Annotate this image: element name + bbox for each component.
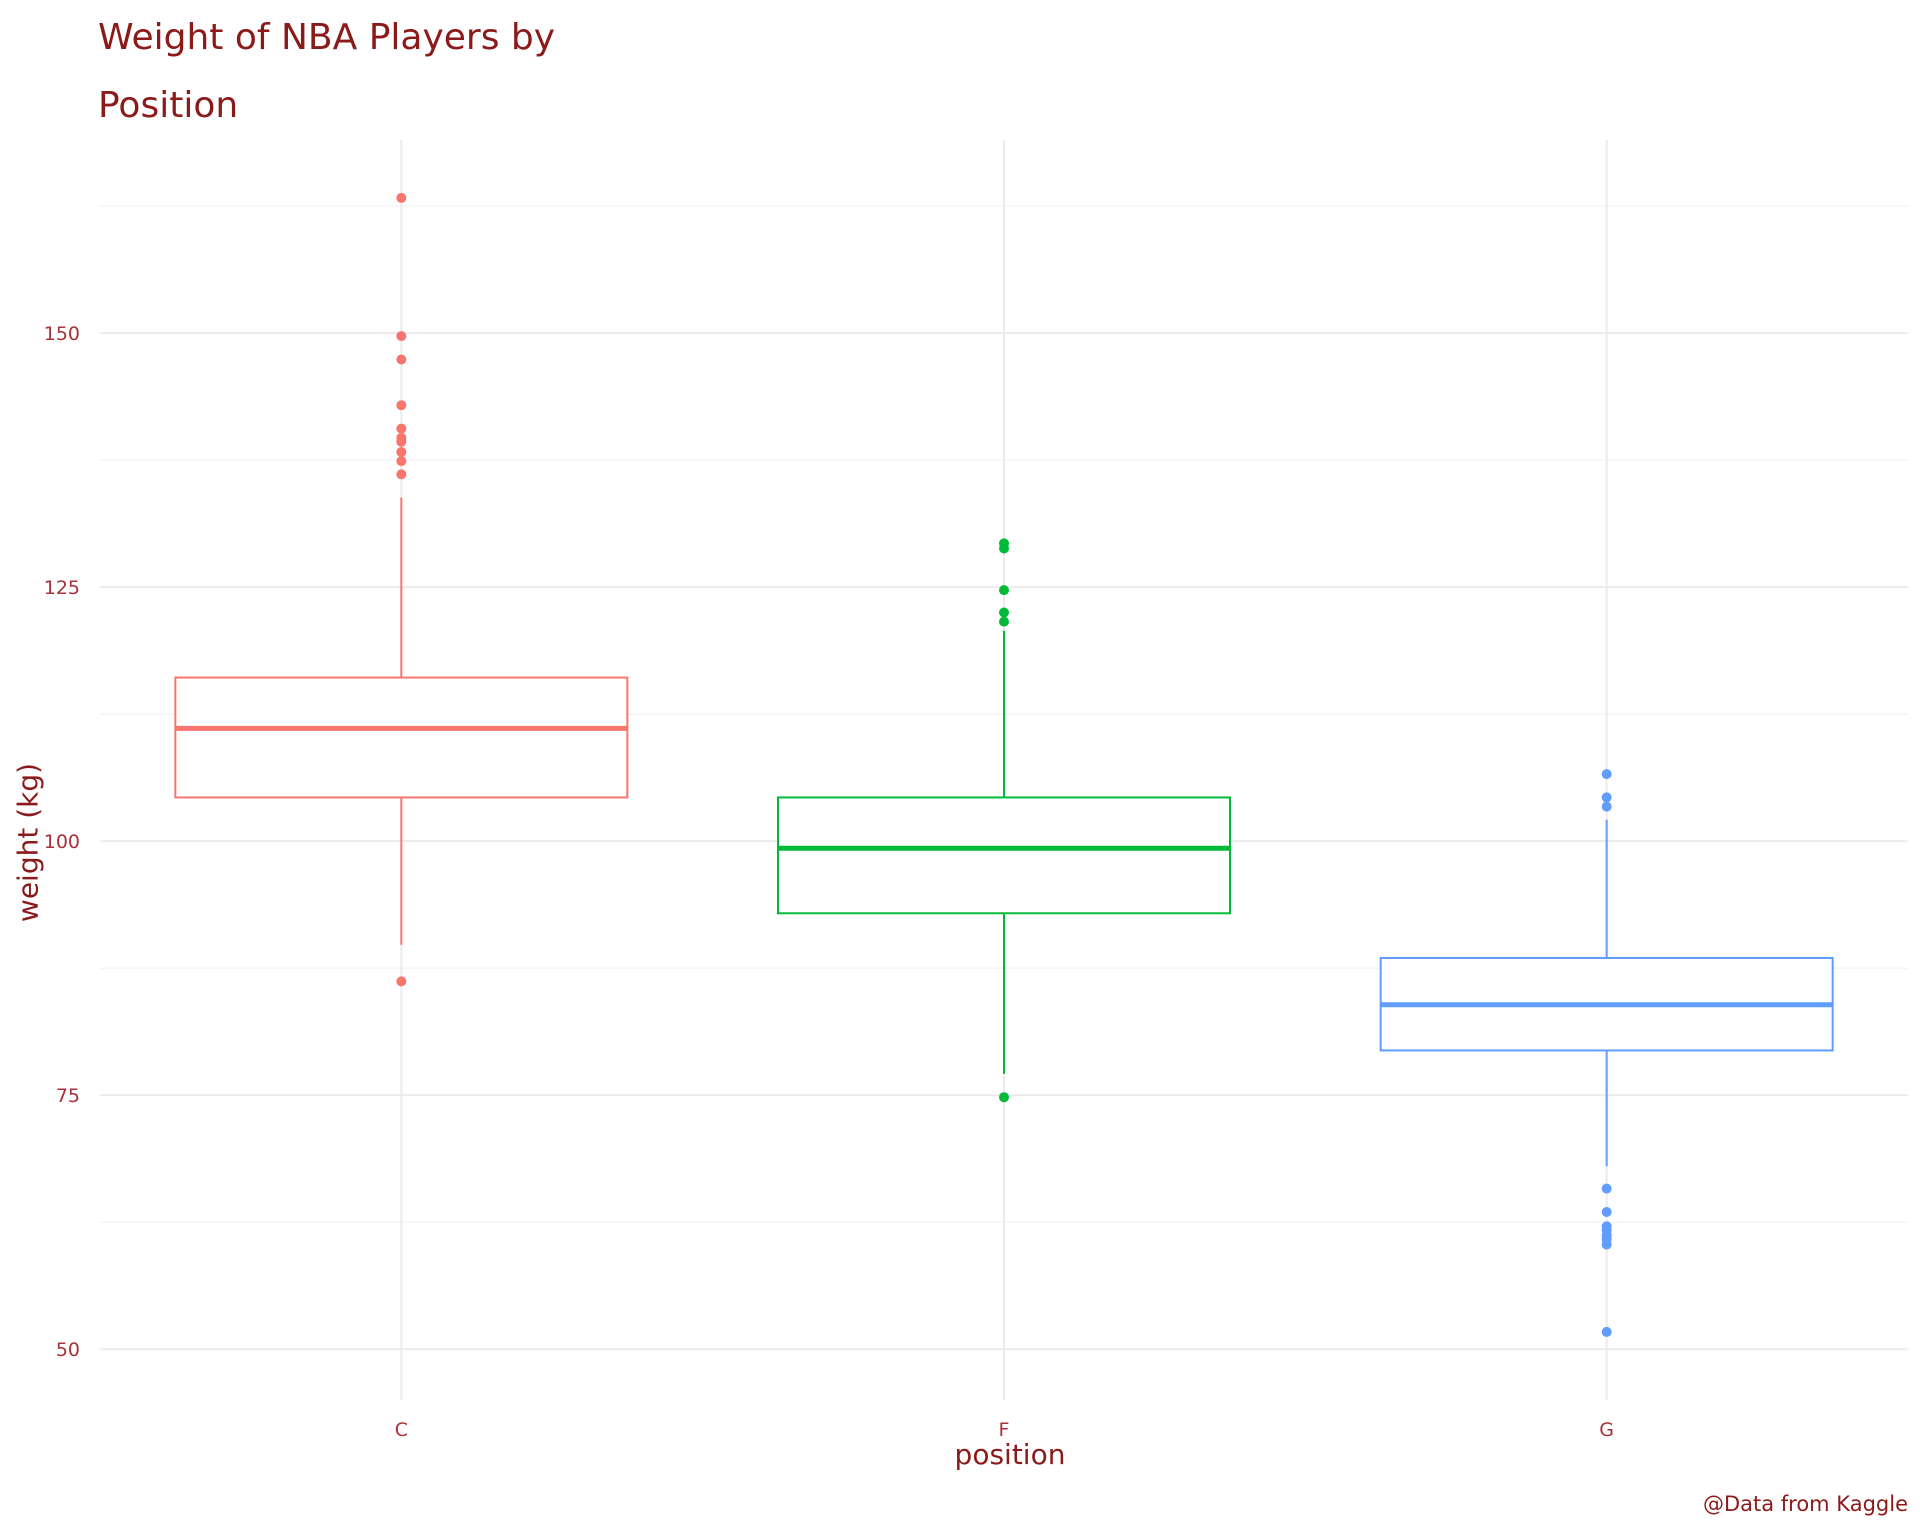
outlier-point (396, 400, 407, 411)
outlier-point (999, 538, 1009, 549)
outlier-point (396, 331, 407, 342)
outlier-point (1601, 1183, 1612, 1194)
y-tick-label: 125 (44, 577, 80, 599)
y-tick-label: 100 (44, 831, 80, 853)
box-f (777, 538, 1231, 1103)
box-series (174, 192, 1834, 1337)
outlier-point (999, 585, 1009, 596)
outlier-point (1601, 769, 1612, 780)
outlier-point (396, 456, 407, 467)
box-g (1379, 769, 1834, 1337)
outlier-point (396, 469, 407, 480)
outlier-point (1601, 1207, 1612, 1218)
y-tick-label: 75 (56, 1085, 80, 1107)
x-tick-label: C (395, 1419, 408, 1441)
iqr-box (777, 796, 1231, 915)
x-axis-label: position (954, 1438, 1066, 1471)
chart-caption: @Data from Kaggle (1702, 1492, 1908, 1516)
chart-title: Weight of NBA Players by Position (98, 17, 556, 126)
outlier-point (396, 423, 407, 434)
outlier-point (396, 432, 407, 443)
outlier-point (396, 354, 407, 365)
outlier-point (396, 446, 407, 457)
iqr-box (174, 676, 629, 799)
outlier-point (1601, 801, 1612, 812)
y-tick-label: 150 (44, 323, 80, 345)
x-tick-label: F (999, 1419, 1010, 1441)
x-tick-label: G (1599, 1419, 1614, 1441)
outlier-point (1601, 1326, 1612, 1337)
y-axis-label: weight (kg) (11, 762, 45, 923)
outlier-point (1601, 1221, 1612, 1232)
outlier-point (396, 192, 407, 203)
outlier-point (999, 616, 1009, 627)
outlier-point (999, 1092, 1009, 1103)
y-tick-label: 50 (56, 1339, 80, 1361)
box-c (174, 192, 629, 987)
outlier-point (396, 976, 407, 987)
y-tick-labels: 50 75 100 125 150 (44, 323, 80, 1361)
outlier-point (1601, 792, 1612, 803)
outlier-point (999, 607, 1009, 618)
